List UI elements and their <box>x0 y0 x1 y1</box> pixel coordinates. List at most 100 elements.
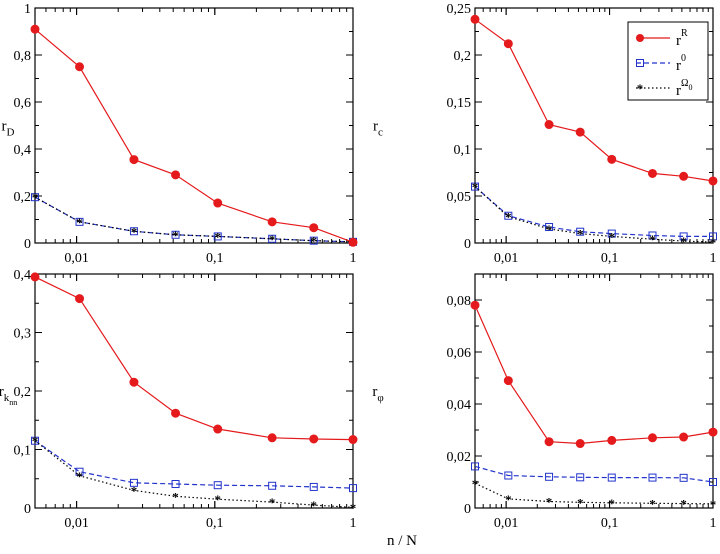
data-point-rOmega0: * <box>214 492 221 507</box>
chart-panel-2: 00,050,10,150,20,250,01 0,1 1rc*** * * * * * <box>373 2 718 266</box>
x-tick-label: 0,01 <box>64 251 89 266</box>
y-tick-label: 0,04 <box>447 398 472 413</box>
data-point-rOmega0: * <box>269 495 276 510</box>
data-point-r0 <box>213 232 222 241</box>
data-point-r0 <box>709 478 717 486</box>
x-tick-label: 0,1 <box>601 251 619 266</box>
data-point-rOmega0: * <box>577 495 584 510</box>
y-tick-label: 0,2 <box>14 190 32 205</box>
y-tick-label: 0,2 <box>14 385 32 400</box>
data-point-rOmega0: * <box>649 496 656 511</box>
data-point-rOmega0: * <box>172 228 179 243</box>
series-line-rR <box>34 28 354 243</box>
data-point-r0 <box>545 223 554 232</box>
data-point-rOmega0: * <box>505 210 512 225</box>
chart-panel-3: 0 0,1 0,2 0,3 0,4 0,01 0,1 1 rknn * * * * * * * * <box>0 268 358 531</box>
x-tick-label: 0,1 <box>206 251 224 266</box>
data-point-rR <box>348 435 358 445</box>
data-point-r0 <box>171 480 180 489</box>
data-point-rR <box>267 217 277 227</box>
data-point-rOmega0: * <box>710 235 717 250</box>
data-point-rR <box>171 170 181 180</box>
legend-label-main: r <box>676 83 681 99</box>
data-point-rR <box>75 62 85 72</box>
y-axis-label-sub: c <box>378 127 383 139</box>
data-point-rR <box>213 198 223 208</box>
plot-frame <box>34 7 354 244</box>
data-point-rOmega0: * <box>350 500 357 515</box>
y-tick-label: 0,6 <box>14 96 32 111</box>
series-line-rR <box>474 304 714 445</box>
legend-marker-rR <box>636 34 644 42</box>
y-tick-label: 0,06 <box>447 346 472 361</box>
y-axis-label: rknn <box>0 384 17 407</box>
data-point-rR <box>607 435 617 445</box>
x-tick-label: 1 <box>350 516 357 531</box>
data-point-rR <box>647 433 657 443</box>
legend-label-r0: r0 <box>676 53 686 74</box>
data-point-rOmega0: * <box>710 497 717 512</box>
y-tick-label: 0,08 <box>447 294 472 309</box>
data-point-rOmega0: * <box>577 227 584 242</box>
data-point-rOmega0: * <box>131 483 138 498</box>
data-point-r0 <box>309 482 318 491</box>
data-point-rR <box>267 433 277 443</box>
data-point-rR <box>708 176 718 186</box>
data-point-rOmega0: * <box>472 180 479 195</box>
y-tick-label: 0,05 <box>447 190 472 205</box>
x-tick-label: 1 <box>350 251 357 266</box>
data-point-r0 <box>648 231 657 240</box>
data-point-r0 <box>213 481 222 490</box>
data-point-r0 <box>309 236 318 245</box>
y-axis-label-sub: k <box>4 392 10 404</box>
y-tick-label: 0,4 <box>14 268 32 283</box>
y-axis-label-main: r <box>0 384 4 400</box>
y-axis-label: rD <box>2 119 15 139</box>
data-point-rOmega0: * <box>609 496 616 511</box>
legend-label-sup: R <box>681 28 688 39</box>
data-point-r0 <box>349 484 357 493</box>
data-point-rR <box>30 24 40 34</box>
data-point-rR <box>647 168 657 178</box>
series-line-rR <box>34 276 354 441</box>
plot-frame <box>474 273 714 509</box>
legend-label-rOmega0: rΩ0 <box>676 78 692 99</box>
data-point-rOmega0: * <box>546 495 553 510</box>
legend-label-sup: Ω <box>681 78 688 89</box>
legend-label-sup: 0 <box>681 53 686 64</box>
data-point-r0 <box>545 472 554 481</box>
series-line-r0 <box>34 440 354 489</box>
data-point-r0 <box>504 211 513 220</box>
legend-marker-rOmega0: * <box>637 81 644 96</box>
legend-label-main: r <box>676 33 681 49</box>
data-point-rR <box>470 300 480 310</box>
data-point-rR <box>213 424 223 434</box>
y-axis-label-main: r <box>372 384 377 400</box>
legend-label-rR: rR <box>676 28 688 49</box>
x-tick-label: 0,1 <box>601 516 619 531</box>
data-point-rR <box>171 408 181 418</box>
data-point-r0 <box>576 473 585 482</box>
data-point-rR <box>470 14 480 24</box>
data-point-rOmega0: * <box>546 222 553 237</box>
data-point-rR <box>30 272 40 282</box>
data-point-rR <box>679 432 689 442</box>
data-point-rR <box>575 127 585 137</box>
y-tick-label: 0,4 <box>14 143 32 158</box>
data-point-r0 <box>268 481 277 490</box>
series-line-r0 <box>474 186 713 237</box>
data-point-rOmega0: * <box>214 229 221 244</box>
y-axis-label-sub: D <box>7 127 15 139</box>
data-point-rR <box>708 427 718 437</box>
data-point-r0 <box>679 473 688 482</box>
series-line-r0 <box>474 465 714 483</box>
x-tick-label: 0,01 <box>494 251 519 266</box>
data-point-r0 <box>471 182 479 191</box>
data-point-r0 <box>129 478 138 487</box>
series-line-rOmega0 <box>34 196 354 243</box>
y-tick-label: 0,15 <box>447 96 472 111</box>
y-tick-label: 0,25 <box>447 2 472 17</box>
